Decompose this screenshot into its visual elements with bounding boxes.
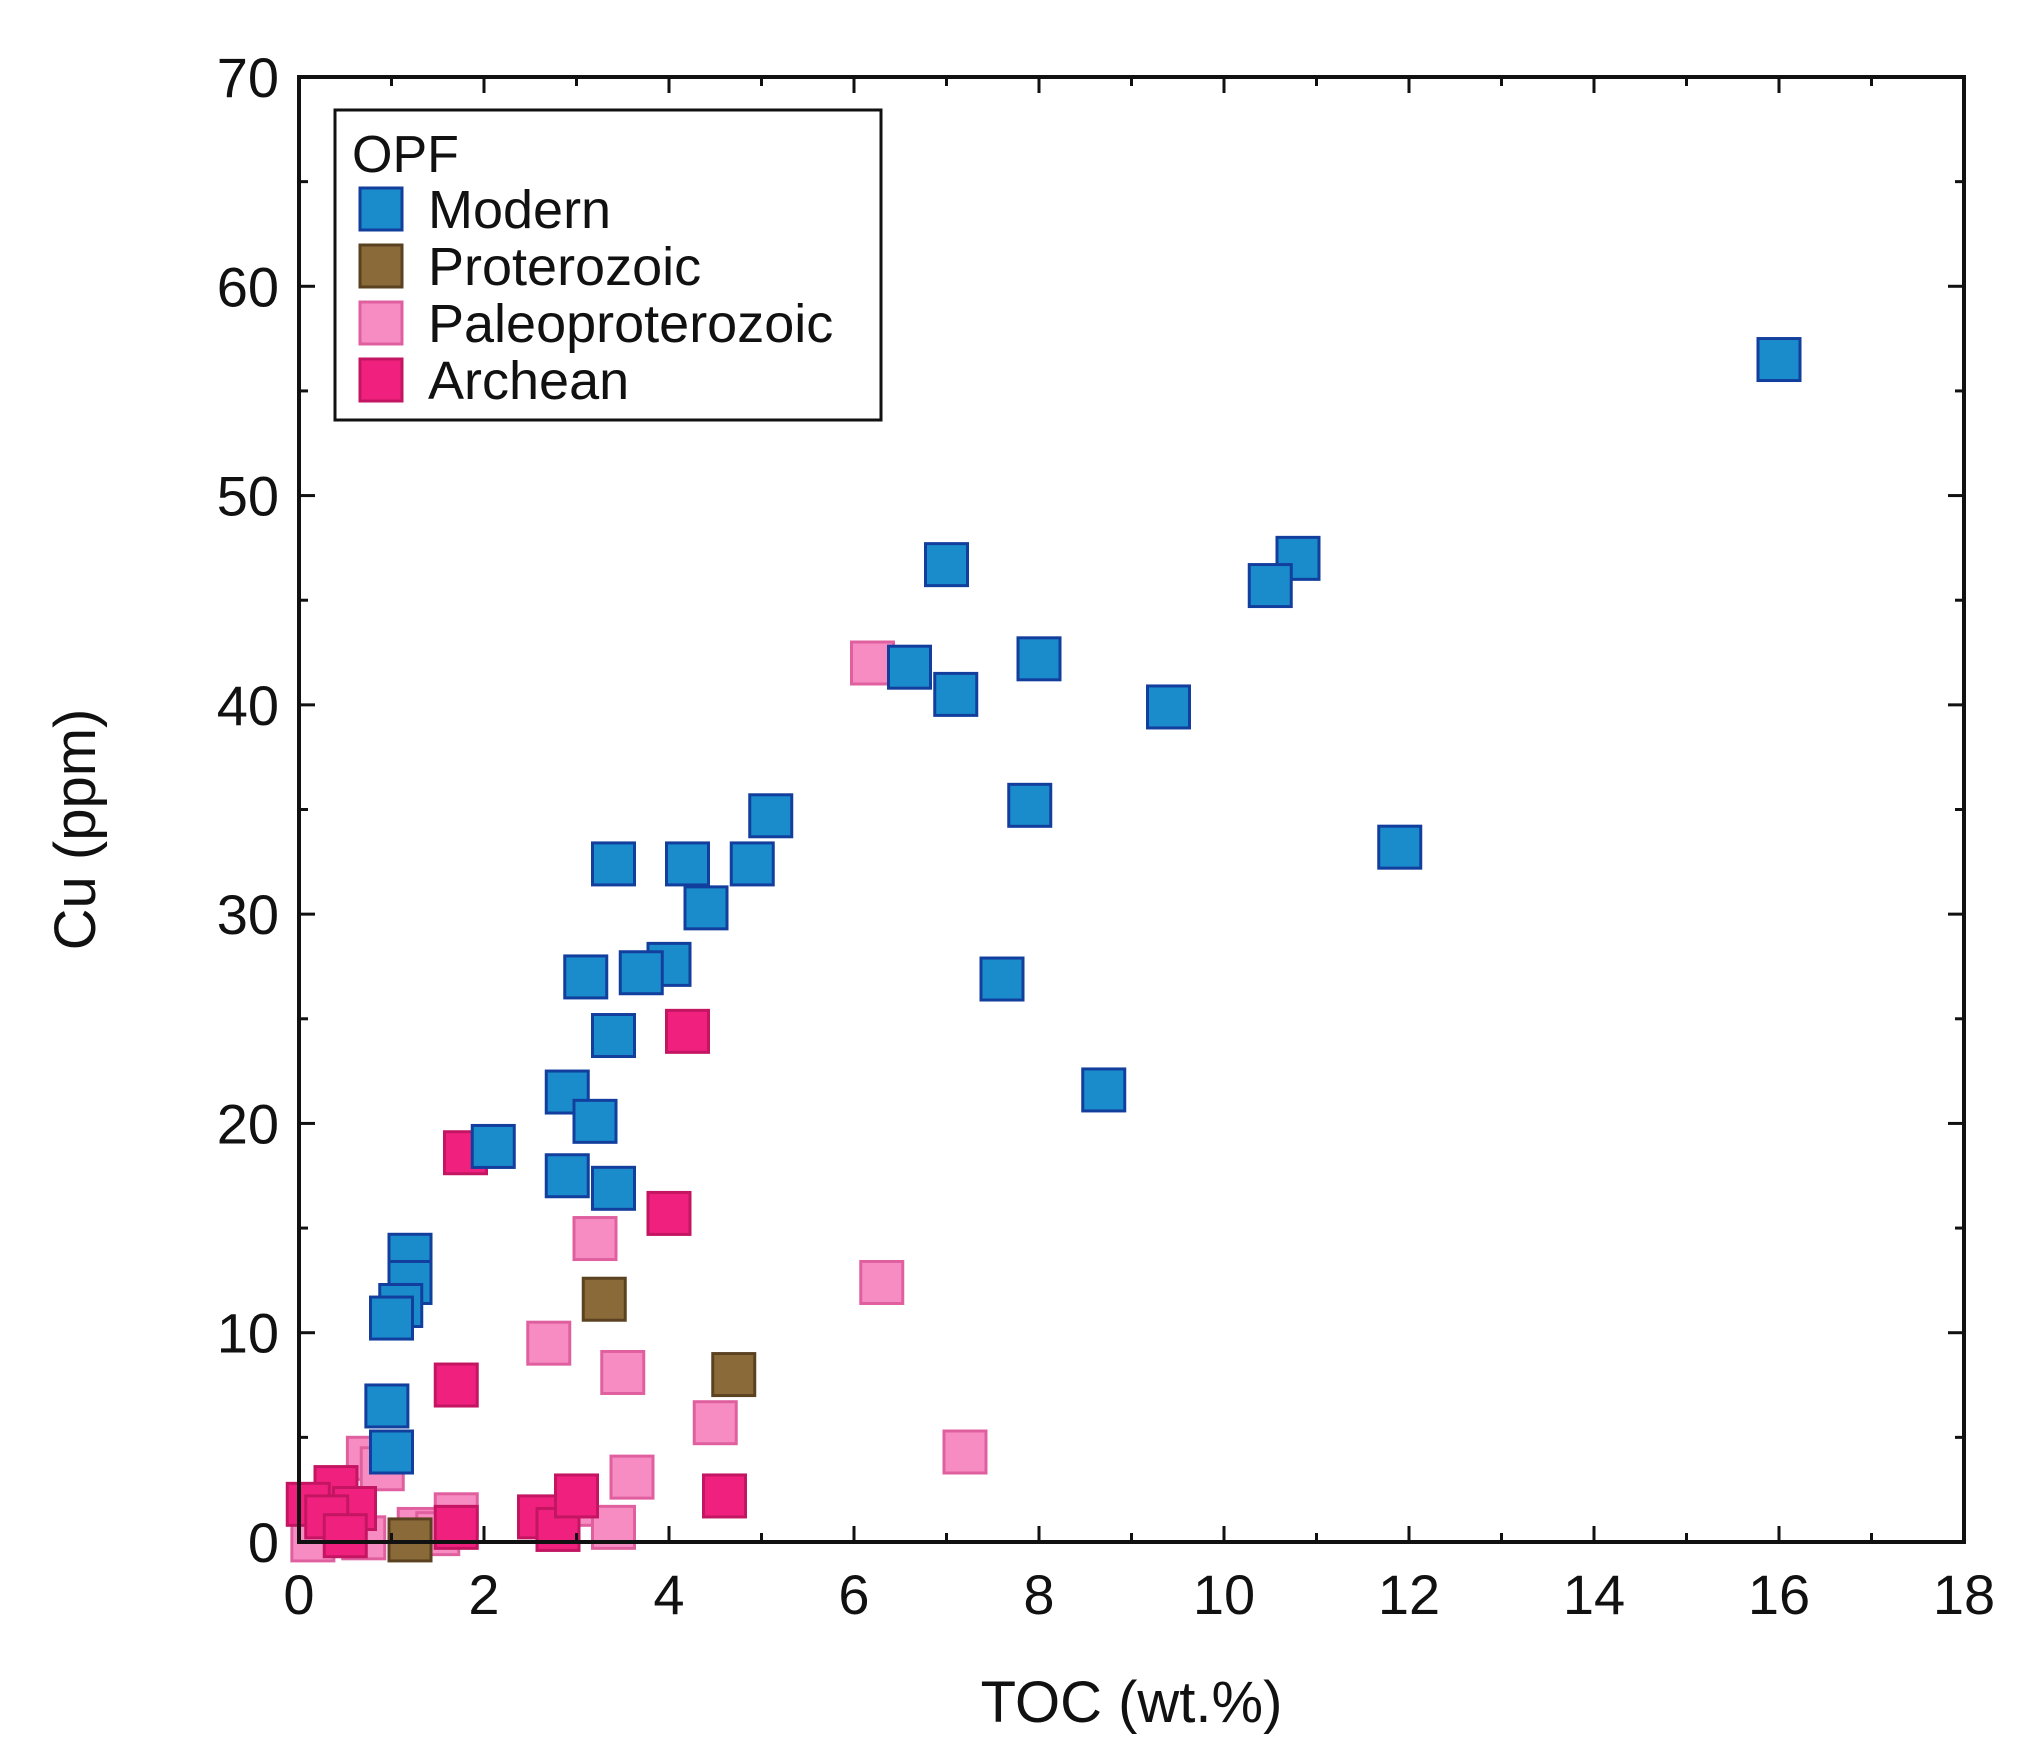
data-point-proterozoic [387,1517,433,1563]
y-tick-label: 60 [217,255,279,318]
data-point-modern [887,644,932,690]
data-point-modern [665,841,710,887]
legend-label-paleoproterozoic: Paleoproterozoic [428,294,833,354]
data-point-modern [369,1429,414,1475]
data-point-modern [544,1153,590,1199]
axis-tick-labels: 0 2 4 6 8 10 12 14 16 18 0 10 20 30 40 50 60 70 [217,46,1995,1626]
x-tick-label: 0 [283,1563,314,1626]
data-point-modern [591,1013,636,1059]
legend-swatch-archean [358,357,404,403]
data-point-proterozoic [581,1276,627,1322]
legend-swatch-modern [358,186,404,232]
data-point-modern [979,956,1025,1002]
y-tick-label: 70 [217,46,279,109]
legend-label-modern: Modern [428,180,611,240]
data-point-modern [364,1383,410,1429]
legend-label-archean: Archean [428,351,629,411]
data-point-paleoproterozoic [609,1454,655,1500]
x-tick-label: 10 [1193,1563,1255,1626]
data-point-archean [554,1473,599,1519]
plot-marks [285,337,1802,1563]
y-axis-title: Cu (ppm) [43,709,108,951]
data-point-modern [933,671,979,717]
x-tick-label: 4 [653,1563,684,1626]
y-tick-label: 30 [217,883,279,946]
x-axis-title: TOC (wt.%) [981,1670,1283,1735]
data-point-paleoproterozoic [692,1400,738,1446]
x-tick-label: 18 [1933,1563,1995,1626]
data-point-archean [702,1473,747,1519]
data-point-modern [1007,782,1053,828]
data-point-modern [572,1098,618,1144]
data-point-modern [683,885,729,931]
data-point-modern [748,793,794,839]
data-point-modern [591,1165,636,1211]
data-point-modern [1247,563,1293,609]
data-point-modern [1146,684,1191,730]
x-tick-label: 14 [1563,1563,1625,1626]
data-point-modern [618,950,664,996]
x-tick-label: 2 [468,1563,499,1626]
data-point-archean [665,1008,710,1054]
legend-label-proterozoic: Proterozoic [428,237,701,297]
x-tick-label: 6 [838,1563,869,1626]
x-tick-label: 8 [1023,1563,1054,1626]
data-point-modern [591,841,636,887]
y-tick-label: 0 [248,1511,279,1574]
data-point-modern [924,542,969,588]
legend-swatch-proterozoic [358,243,404,289]
data-point-paleoproterozoic [526,1320,572,1366]
data-point-modern [1756,337,1802,383]
legend-title: OPF [352,126,459,184]
data-point-paleoproterozoic [850,640,895,686]
data-point-modern [369,1295,414,1341]
y-tick-label: 40 [217,674,279,737]
data-point-paleoproterozoic [859,1259,905,1305]
data-point-paleoproterozoic [942,1429,988,1475]
data-point-modern [729,841,775,887]
x-tick-label: 16 [1748,1563,1810,1626]
axis-ticks [297,75,1966,1544]
data-point-modern [1016,636,1062,682]
data-point-modern [1081,1067,1127,1113]
data-point-paleoproterozoic [600,1349,646,1395]
data-point-archean [322,1513,368,1559]
data-point-paleoproterozoic [572,1216,618,1262]
y-tick-label: 10 [217,1302,279,1365]
data-point-archean [646,1190,692,1236]
data-point-proterozoic [711,1352,757,1398]
legend-box [333,108,883,422]
y-tick-label: 50 [217,465,279,528]
x-tick-label: 12 [1378,1563,1440,1626]
legend-swatch-paleoproterozoic [358,300,404,346]
data-point-modern [470,1123,516,1169]
data-point-modern [1377,824,1423,870]
data-point-modern [563,954,609,1000]
legend: OPF ModernProterozoicPaleoproterozoicArc… [333,108,883,422]
data-point-archean [433,1362,479,1408]
y-tick-label: 20 [217,1092,279,1155]
